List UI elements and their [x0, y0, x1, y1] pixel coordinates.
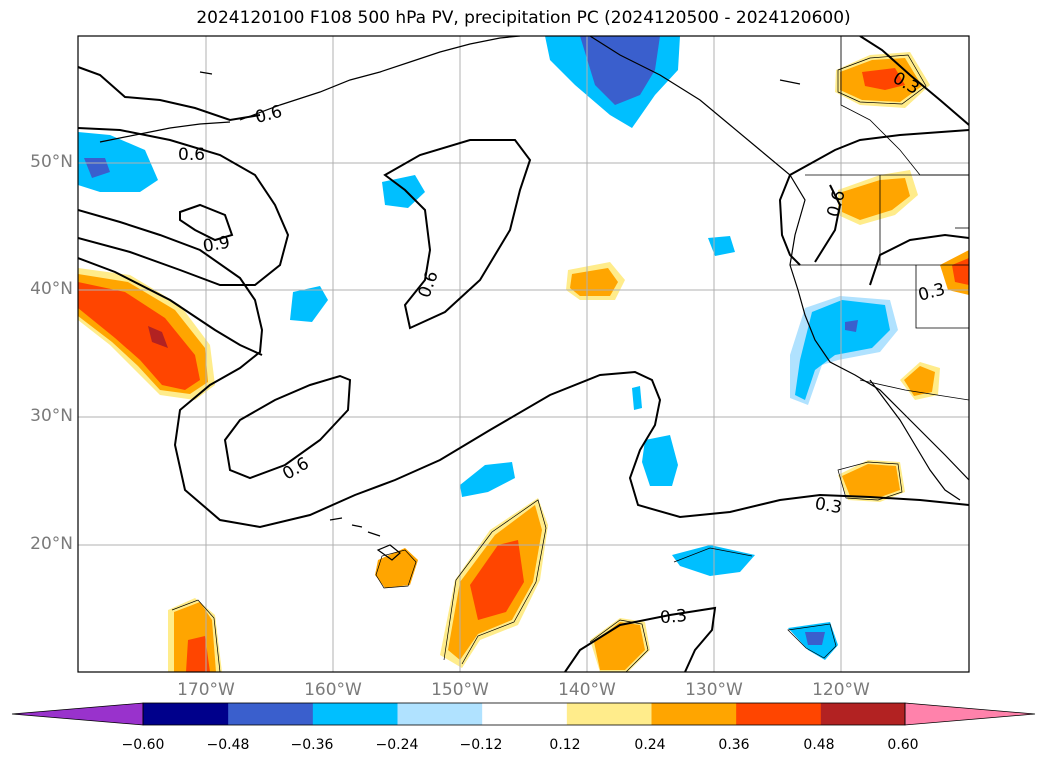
colorbar-tick-label: −0.24 — [375, 737, 419, 753]
positive-anomaly-patch — [842, 464, 900, 498]
colorbar-segment — [651, 703, 737, 725]
negative-anomaly-patch — [632, 386, 642, 410]
colorbar-segment — [143, 703, 229, 725]
coastlines — [99, 36, 969, 561]
graticule — [78, 36, 969, 672]
colorbar-tick-label: −0.12 — [459, 737, 503, 753]
negative-anomaly-patch — [642, 435, 678, 486]
negative-anomaly-patch — [460, 462, 515, 497]
lat-label-20n: 20°N — [30, 534, 73, 554]
colorbar-segment — [735, 703, 821, 725]
colorbar-segment — [227, 703, 313, 725]
positive-anomaly-patch — [78, 282, 200, 390]
positive-anomaly-patch — [470, 540, 524, 620]
colorbar-tick-label: −0.60 — [121, 737, 165, 753]
negative-anomaly-patch — [708, 236, 735, 256]
anomaly-outlines — [171, 54, 927, 672]
lat-label-30n: 30°N — [30, 406, 73, 426]
lat-label-50n: 50°N — [30, 152, 73, 172]
positive-anomaly-patch — [375, 548, 418, 588]
colorbar-extend-low — [11, 702, 144, 726]
positive-anomaly-patch — [570, 268, 618, 296]
lon-label-150w: 150°W — [431, 680, 489, 700]
negative-anomaly-patch — [795, 300, 890, 400]
colorbar-tick-label: 0.36 — [718, 737, 750, 753]
colorbar-tick-label: 0.60 — [887, 737, 919, 753]
colorbar-segment — [820, 703, 906, 725]
colorbar-segment — [312, 703, 398, 725]
negative-anomaly-patch — [805, 632, 825, 645]
pv-contours — [78, 36, 969, 672]
colorbar-segment — [481, 703, 567, 725]
colorbar-tick-label: −0.48 — [206, 737, 250, 753]
negative-anomaly-patch — [845, 320, 858, 332]
colorbar-segment — [566, 703, 652, 725]
lon-label-140w: 140°W — [558, 680, 616, 700]
lon-label-160w: 160°W — [304, 680, 362, 700]
precip-shading — [78, 36, 969, 672]
positive-anomaly-patch — [594, 622, 645, 670]
negative-anomaly-patch — [78, 132, 158, 192]
negative-anomaly-patch — [580, 36, 660, 105]
negative-anomaly-patch — [290, 286, 328, 322]
lon-label-120w: 120°W — [812, 680, 870, 700]
colorbar — [11, 702, 1036, 726]
colorbar-tick-label: 0.48 — [803, 737, 835, 753]
colorbar-tick-label: 0.12 — [549, 737, 581, 753]
map-frame — [77, 35, 970, 673]
positive-anomaly-patch — [862, 68, 905, 90]
colorbar-tick-label: −0.36 — [290, 737, 334, 753]
lon-label-130w: 130°W — [685, 680, 743, 700]
colorbar-frame — [142, 702, 906, 726]
positive-anomaly-patch — [842, 178, 910, 220]
colorbar-extend-high — [904, 702, 1036, 726]
plot-title: 2024120100 F108 500 hPa PV, precipitatio… — [196, 8, 851, 28]
positive-anomaly-patch — [148, 326, 168, 348]
lon-label-170w: 170°W — [177, 680, 235, 700]
colorbar-segment — [397, 703, 483, 725]
colorbar-tick-label: 0.24 — [634, 737, 666, 753]
positive-anomaly-patch — [904, 366, 935, 396]
positive-anomaly-patch — [186, 636, 210, 672]
lat-label-40n: 40°N — [30, 279, 73, 299]
